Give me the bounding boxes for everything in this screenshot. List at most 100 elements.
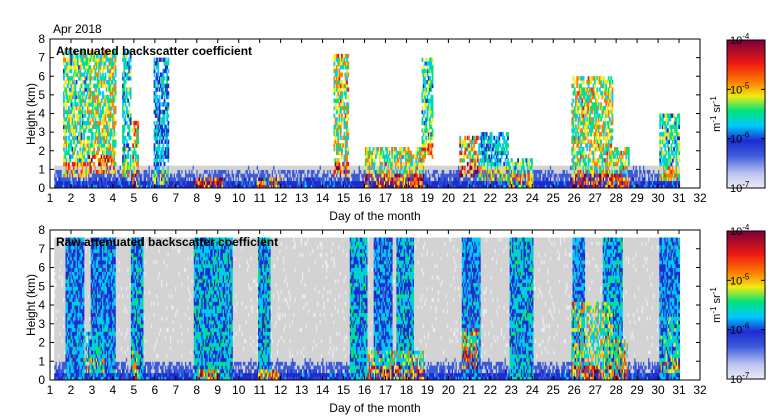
heatmap-cell: [304, 173, 307, 178]
heatmap-cell: [265, 169, 268, 174]
heatmap-cell: [123, 139, 126, 144]
heatmap-cell: [415, 165, 418, 171]
heatmap-cell: [163, 132, 166, 137]
heatmap-cell: [222, 169, 225, 174]
heatmap-cell: [368, 173, 371, 178]
heatmap-cell: [166, 109, 169, 115]
heatmap-cell: [79, 68, 82, 74]
heatmap-cell: [562, 180, 565, 185]
heatmap-cell: [64, 57, 67, 62]
heatmap-cell: [123, 76, 126, 81]
heatmap-cell: [63, 158, 65, 163]
heatmap-cell: [162, 72, 165, 77]
heatmap-cell: [158, 135, 161, 141]
heatmap-cell: [149, 180, 152, 185]
heatmap-cell: [163, 61, 166, 66]
heatmap-cell: [407, 158, 410, 163]
heatmap-cell: [114, 169, 117, 174]
heatmap-cell: [104, 65, 107, 70]
heatmap-cell: [344, 139, 347, 144]
heatmap-cell: [427, 102, 430, 107]
heatmap-cell: [573, 169, 576, 174]
heatmap-cell: [559, 169, 562, 174]
heatmap-cell: [113, 61, 116, 66]
heatmap-cell: [598, 176, 601, 182]
heatmap-cell: [323, 184, 326, 188]
heatmap-cell: [485, 147, 488, 152]
heatmap-cell: [71, 76, 74, 81]
heatmap-cell: [104, 50, 107, 55]
heatmap-cell: [177, 165, 180, 171]
heatmap-cell: [591, 184, 594, 188]
heatmap-cell: [581, 169, 584, 174]
heatmap-cell: [163, 102, 166, 107]
heatmap-cell: [337, 128, 340, 133]
heatmap-cell: [334, 184, 337, 188]
heatmap-cell: [484, 135, 487, 141]
heatmap-cell: [592, 76, 595, 81]
heatmap-cell: [90, 132, 93, 137]
heatmap-cell: [461, 180, 464, 185]
heatmap-cell: [378, 184, 381, 188]
heatmap-cell: [502, 184, 504, 188]
heatmap-cell: [470, 165, 473, 171]
heatmap-cell: [580, 184, 582, 188]
heatmap-cell: [434, 169, 436, 174]
heatmap-cell: [339, 94, 342, 100]
heatmap-cell: [437, 184, 440, 188]
heatmap-cell: [354, 173, 357, 178]
heatmap-cell: [289, 165, 292, 171]
heatmap-cell: [388, 150, 391, 156]
heatmap-cell: [448, 176, 450, 182]
heatmap-cell: [596, 124, 599, 130]
heatmap-cell: [167, 132, 170, 137]
heatmap-cell: [338, 158, 341, 163]
heatmap-cell: [424, 169, 426, 174]
heatmap-cell: [339, 72, 342, 77]
heatmap-cell: [164, 150, 167, 156]
heatmap-cell: [246, 176, 249, 182]
heatmap-cell: [114, 50, 117, 55]
heatmap-cell: [500, 184, 503, 188]
heatmap-cell: [64, 68, 67, 74]
heatmap-cell: [406, 169, 409, 174]
heatmap-cell: [68, 94, 70, 100]
heatmap-cell: [274, 184, 277, 188]
heatmap-cell: [586, 176, 589, 182]
heatmap-cell: [128, 65, 131, 70]
heatmap-cell: [497, 143, 499, 148]
heatmap-cell: [575, 124, 577, 130]
heatmap-cell: [470, 154, 473, 159]
heatmap-cell: [185, 180, 187, 185]
heatmap-cell: [407, 147, 410, 152]
heatmap-cell: [122, 150, 124, 156]
heatmap-cell: [336, 76, 338, 81]
heatmap-cell: [342, 173, 345, 178]
heatmap-cell: [166, 102, 169, 107]
heatmap-cell: [547, 184, 550, 188]
heatmap-cell: [91, 180, 94, 185]
heatmap-cell: [339, 106, 342, 111]
heatmap-cell: [414, 169, 416, 174]
heatmap-cell: [83, 173, 85, 178]
heatmap-cell: [588, 113, 591, 118]
heatmap-cell: [430, 120, 433, 126]
heatmap-cell: [251, 173, 254, 178]
heatmap-cell: [324, 184, 327, 188]
heatmap-cell: [499, 161, 502, 167]
heatmap-cell: [124, 102, 127, 107]
heatmap-cell: [573, 87, 576, 92]
heatmap-cell: [122, 83, 124, 89]
heatmap-cell: [94, 94, 97, 100]
heatmap-cell: [315, 173, 318, 178]
heatmap-cell: [463, 173, 465, 178]
heatmap-cell: [528, 161, 531, 167]
heatmap-cell: [113, 132, 116, 137]
heatmap-cell: [446, 173, 449, 178]
heatmap-cell: [590, 176, 592, 182]
heatmap-cell: [490, 184, 493, 188]
heatmap-cell: [576, 102, 579, 107]
heatmap-cell: [157, 124, 160, 130]
heatmap-cell: [100, 139, 103, 144]
heatmap-cell: [529, 158, 532, 163]
